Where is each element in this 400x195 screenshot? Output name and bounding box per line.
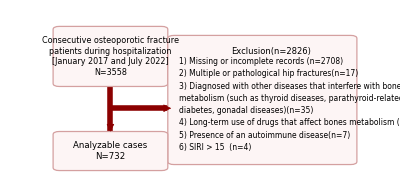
Text: 5) Presence of an autoimmune disease(n=7): 5) Presence of an autoimmune disease(n=7… bbox=[179, 131, 350, 140]
Text: diabetes, gonadal diseases)(n=35): diabetes, gonadal diseases)(n=35) bbox=[179, 106, 313, 115]
FancyBboxPatch shape bbox=[53, 131, 168, 171]
Text: 3) Diagnosed with other diseases that interfere with bone: 3) Diagnosed with other diseases that in… bbox=[179, 82, 400, 90]
Text: 1) Missing or incomplete records (n=2708): 1) Missing or incomplete records (n=2708… bbox=[179, 57, 343, 66]
Text: Analyzable cases
N=732: Analyzable cases N=732 bbox=[73, 141, 148, 161]
Text: Consecutive osteoporotic fracture
patients during hospitalization
[January 2017 : Consecutive osteoporotic fracture patien… bbox=[42, 36, 179, 76]
Text: Exclusion(n=2826): Exclusion(n=2826) bbox=[231, 47, 311, 56]
Text: metabolism (such as thyroid diseases, parathyroid-related diseases,: metabolism (such as thyroid diseases, pa… bbox=[179, 94, 400, 103]
FancyBboxPatch shape bbox=[53, 26, 168, 86]
Text: 4) Long-term use of drugs that affect bones metabolism (n=55): 4) Long-term use of drugs that affect bo… bbox=[179, 118, 400, 128]
Text: 2) Multiple or pathological hip fractures(n=17): 2) Multiple or pathological hip fracture… bbox=[179, 69, 358, 78]
FancyBboxPatch shape bbox=[168, 35, 357, 165]
Text: 6) SIRI > 15  (n=4): 6) SIRI > 15 (n=4) bbox=[179, 143, 251, 152]
